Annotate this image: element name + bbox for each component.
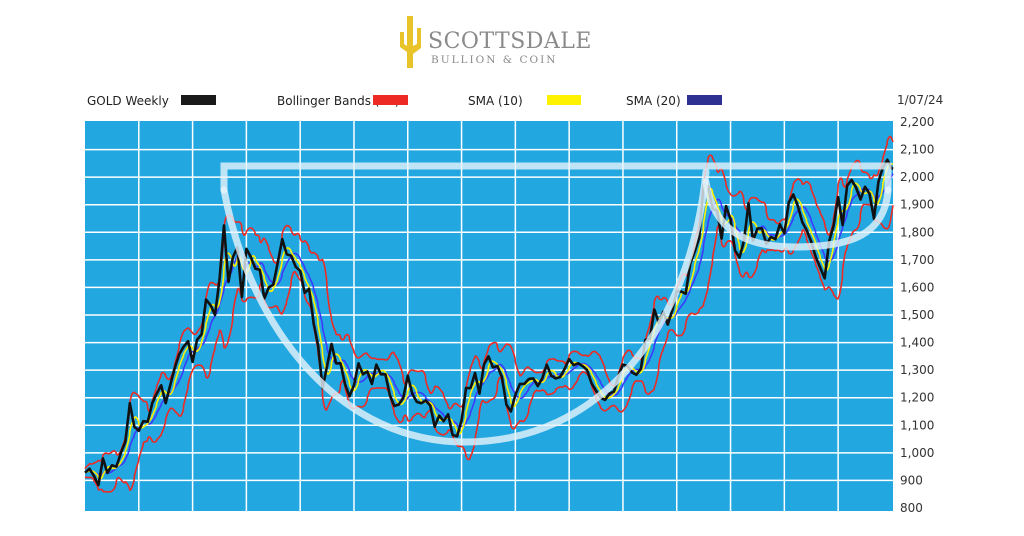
y-tick-label: 1,100 [900, 418, 934, 432]
y-tick-label: 2,000 [900, 170, 934, 184]
legend-label-sma10: SMA (10) [468, 94, 523, 108]
series-layer [84, 135, 894, 493]
cup-and-handle-pattern [220, 162, 892, 446]
y-tick-label: 1,600 [900, 280, 934, 294]
date-label: 1/07/24 [897, 93, 943, 107]
y-tick-label: 1,400 [900, 336, 934, 350]
y-tick-label: 800 [900, 501, 923, 515]
plot-area [85, 121, 893, 511]
legend-label-sma20: SMA (20) [626, 94, 681, 108]
logo-name: SCOTTSDALE [428, 29, 592, 54]
y-tick-label: 1,800 [900, 225, 934, 239]
cactus-icon [400, 16, 421, 68]
y-tick-label: 2,200 [900, 115, 934, 129]
logo: SCOTTSDALE BULLION & COIN [400, 16, 592, 68]
y-tick-label: 1,700 [900, 253, 934, 267]
legend-label-bollinger: Bollinger Bands (20) [277, 94, 399, 108]
y-tick-label: 2,100 [900, 143, 934, 157]
legend-swatch-bollinger [373, 95, 408, 105]
legend-swatch-gold [181, 95, 216, 105]
legend-swatch-sma10 [547, 95, 581, 105]
y-tick-label: 1,300 [900, 363, 934, 377]
bollinger-lower-line [84, 203, 894, 493]
legend: GOLD Weekly Bollinger Bands (20) SMA (10… [87, 93, 943, 108]
grid [85, 121, 893, 511]
legend-label-gold: GOLD Weekly [87, 94, 169, 108]
y-tick-label: 1,500 [900, 308, 934, 322]
pattern-rim-line [220, 162, 892, 194]
y-tick-label: 1,200 [900, 391, 934, 405]
y-tick-label: 1,000 [900, 446, 934, 460]
logo-tagline: BULLION & COIN [431, 54, 557, 66]
gold-price-line [84, 158, 894, 487]
legend-swatch-sma20 [687, 95, 722, 105]
y-axis-labels: 2,200 2,100 2,000 1,900 1,800 1,700 1,600 1,500… [900, 115, 934, 515]
pattern-cup-arc [220, 168, 710, 446]
y-tick-label: 1,900 [900, 198, 934, 212]
y-tick-label: 900 [900, 473, 923, 487]
pattern-handle-arc [702, 178, 892, 251]
